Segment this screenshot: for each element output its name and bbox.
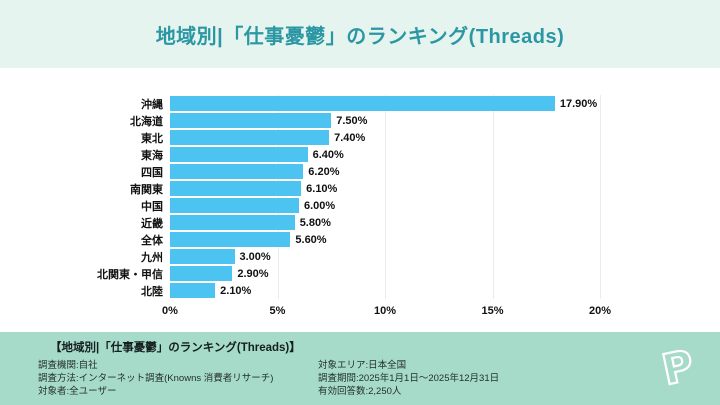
chart-area: 沖縄 17.90% 北海道 7.50% 東北 7.40% 東海 6.40% 四国 6.20% 南関東…: [0, 68, 720, 332]
value-label: 6.40%: [312, 148, 344, 161]
survey-period: 調査期間:2025年1月1日〜2025年12月31日: [318, 373, 500, 384]
footer-heading: 【地域別|「仕事憂鬱」のランキング(Threads)】: [50, 342, 301, 354]
bar: [170, 130, 330, 145]
bar-row: 北陸 2.10%: [8, 282, 600, 299]
value-label: 17.90%: [559, 97, 598, 110]
bar: [170, 113, 332, 128]
survey-info-left: 調査機関:自社 調査方法:インターネット調査(Knowns 消費者リサーチ) 対…: [38, 359, 318, 398]
bar-row: 中国 6.00%: [8, 197, 600, 214]
category-label: 北関東・甲信: [97, 268, 163, 281]
bar-track: 17.90%: [170, 96, 600, 111]
bar-track: 7.40%: [170, 130, 600, 145]
bar-track: 2.10%: [170, 283, 600, 298]
bar-row: 北海道 7.50%: [8, 112, 600, 129]
page-title: 地域別|「仕事憂鬱」のランキング(Threads): [155, 25, 565, 48]
category-label: 南関東: [130, 183, 163, 196]
bar: [170, 215, 295, 230]
category-label: 北海道: [130, 115, 163, 128]
value-label: 2.10%: [220, 284, 252, 297]
bar-track: 3.00%: [170, 249, 600, 264]
bar: [170, 96, 555, 111]
bar: [170, 164, 304, 179]
bar-track: 2.90%: [170, 266, 600, 281]
x-tick-label: 15%: [481, 305, 504, 317]
bar-track: 6.00%: [170, 198, 600, 213]
bar: [170, 198, 299, 213]
footer-columns: 調査機関:自社 調査方法:インターネット調査(Knowns 消費者リサーチ) 対…: [38, 359, 720, 398]
bar-row: 東海 6.40%: [8, 146, 600, 163]
value-label: 6.20%: [308, 165, 340, 178]
bar: [170, 283, 216, 298]
category-label: 東海: [141, 149, 163, 162]
bar-track: 5.80%: [170, 215, 600, 230]
bar: [170, 147, 308, 162]
bar-track: 7.50%: [170, 113, 600, 128]
category-label: 近畿: [141, 217, 163, 230]
category-label: 東北: [141, 132, 163, 145]
footer: 【地域別|「仕事憂鬱」のランキング(Threads)】 調査機関:自社 調査方法…: [0, 332, 720, 405]
bar-row: 四国 6.20%: [8, 163, 600, 180]
bar-track: 6.40%: [170, 147, 600, 162]
p-logo-icon: P: [657, 340, 700, 396]
category-label: 北陸: [141, 285, 163, 298]
survey-method: 調査方法:インターネット調査(Knowns 消費者リサーチ): [38, 373, 274, 384]
survey-area: 対象エリア:日本全国: [318, 360, 407, 371]
bar-row: 南関東 6.10%: [8, 180, 600, 197]
bar: [170, 181, 302, 196]
value-label: 3.00%: [239, 250, 271, 263]
bar-row: 沖縄 17.90%: [8, 95, 600, 112]
survey-info-right: 対象エリア:日本全国 調査期間:2025年1月1日〜2025年12月31日 有効…: [318, 359, 618, 398]
survey-org: 調査機関:自社: [38, 360, 98, 371]
value-label: 6.00%: [304, 199, 336, 212]
category-label: 全体: [141, 234, 163, 247]
bar-row: 全体 5.60%: [8, 231, 600, 248]
bar: [170, 249, 235, 264]
bar-rows: 沖縄 17.90% 北海道 7.50% 東北 7.40% 東海 6.40% 四国 6.20% 南関東…: [8, 95, 600, 299]
bar-row: 九州 3.00%: [8, 248, 600, 265]
bar-track: 6.20%: [170, 164, 600, 179]
bar-track: 6.10%: [170, 181, 600, 196]
header: 地域別|「仕事憂鬱」のランキング(Threads): [0, 0, 720, 68]
x-tick-label: 20%: [588, 305, 612, 317]
x-tick-label: 0%: [162, 305, 178, 317]
plot: 沖縄 17.90% 北海道 7.50% 東北 7.40% 東海 6.40% 四国 6.20% 南関東…: [8, 95, 601, 299]
survey-subjects: 対象者:全ユーザー: [38, 386, 117, 397]
value-label: 5.80%: [299, 216, 331, 229]
x-tick-label: 10%: [373, 305, 397, 317]
bar: [170, 266, 233, 281]
survey-responses: 有効回答数:2,250人: [318, 386, 402, 397]
value-label: 7.40%: [334, 131, 366, 144]
bar-row: 北関東・甲信 2.90%: [8, 265, 600, 282]
category-label: 九州: [141, 251, 163, 264]
value-label: 5.60%: [295, 233, 327, 246]
x-tick-label: 5%: [269, 305, 286, 317]
bar-row: 東北 7.40%: [8, 129, 600, 146]
bar-chart: 沖縄 17.90% 北海道 7.50% 東北 7.40% 東海 6.40% 四国 6.20% 南関東…: [8, 95, 611, 321]
bar-track: 5.60%: [170, 232, 600, 247]
x-axis: 0% 5% 10% 15% 20%: [162, 303, 611, 321]
gridline: [600, 95, 601, 299]
value-label: 2.90%: [237, 267, 269, 280]
category-label: 四国: [141, 166, 163, 179]
category-label: 中国: [141, 200, 163, 213]
bar: [170, 232, 291, 247]
category-label: 沖縄: [141, 98, 163, 111]
bar-row: 近畿 5.80%: [8, 214, 600, 231]
value-label: 7.50%: [336, 114, 368, 127]
svg-text:P: P: [658, 340, 698, 394]
value-label: 6.10%: [306, 182, 338, 195]
